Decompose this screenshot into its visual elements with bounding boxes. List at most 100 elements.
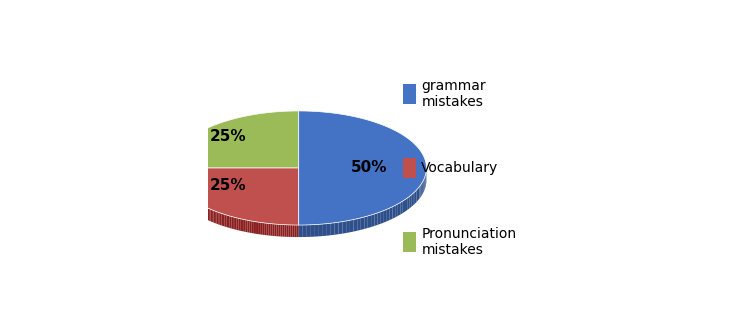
Polygon shape <box>293 225 295 237</box>
Polygon shape <box>295 225 297 237</box>
Polygon shape <box>303 225 307 237</box>
Polygon shape <box>182 191 183 204</box>
Polygon shape <box>274 224 277 236</box>
Polygon shape <box>405 198 408 212</box>
Polygon shape <box>331 223 335 235</box>
Polygon shape <box>225 214 226 227</box>
Polygon shape <box>171 168 299 225</box>
Polygon shape <box>387 208 390 221</box>
Polygon shape <box>384 209 387 222</box>
Polygon shape <box>299 111 426 225</box>
Polygon shape <box>371 214 374 227</box>
Polygon shape <box>311 224 315 237</box>
Polygon shape <box>250 221 251 233</box>
Polygon shape <box>181 190 182 203</box>
Polygon shape <box>206 207 208 220</box>
Polygon shape <box>315 224 319 237</box>
Polygon shape <box>417 188 418 202</box>
Polygon shape <box>400 201 403 215</box>
Polygon shape <box>218 212 220 225</box>
Polygon shape <box>413 192 415 205</box>
Polygon shape <box>187 196 188 209</box>
Polygon shape <box>255 222 257 234</box>
Polygon shape <box>411 193 413 207</box>
Polygon shape <box>171 111 299 168</box>
Polygon shape <box>267 223 268 236</box>
Polygon shape <box>221 213 223 226</box>
Polygon shape <box>393 205 396 219</box>
Polygon shape <box>265 223 267 235</box>
Polygon shape <box>361 217 364 230</box>
Polygon shape <box>202 205 204 218</box>
Polygon shape <box>251 221 253 233</box>
Polygon shape <box>220 213 221 225</box>
Polygon shape <box>262 223 265 235</box>
Polygon shape <box>259 222 261 235</box>
Polygon shape <box>211 209 212 222</box>
Polygon shape <box>319 224 323 236</box>
Polygon shape <box>204 206 205 219</box>
Polygon shape <box>226 215 228 227</box>
Polygon shape <box>283 224 284 237</box>
Polygon shape <box>214 211 215 223</box>
Polygon shape <box>191 199 193 212</box>
Polygon shape <box>195 201 196 214</box>
Polygon shape <box>290 225 293 237</box>
Polygon shape <box>409 195 411 209</box>
Polygon shape <box>415 190 417 204</box>
Polygon shape <box>261 222 262 235</box>
Polygon shape <box>353 219 357 232</box>
Polygon shape <box>197 203 199 215</box>
Text: 50%: 50% <box>350 161 387 175</box>
Polygon shape <box>396 204 398 217</box>
Polygon shape <box>193 200 195 213</box>
Polygon shape <box>268 223 271 236</box>
Polygon shape <box>232 216 233 229</box>
Text: Pronunciation
mistakes: Pronunciation mistakes <box>421 227 517 257</box>
Polygon shape <box>201 205 202 217</box>
Polygon shape <box>257 222 259 234</box>
Polygon shape <box>335 222 338 235</box>
FancyBboxPatch shape <box>403 158 417 178</box>
Polygon shape <box>323 224 327 236</box>
Polygon shape <box>246 220 247 232</box>
Polygon shape <box>422 181 423 195</box>
Polygon shape <box>420 183 422 197</box>
Polygon shape <box>280 224 283 237</box>
Polygon shape <box>209 209 211 221</box>
Polygon shape <box>240 219 242 231</box>
Text: 25%: 25% <box>210 129 247 144</box>
Polygon shape <box>271 224 272 236</box>
Polygon shape <box>272 224 274 236</box>
Polygon shape <box>338 222 342 234</box>
Polygon shape <box>242 219 244 232</box>
Polygon shape <box>212 210 214 222</box>
Polygon shape <box>299 225 303 237</box>
Polygon shape <box>196 202 197 215</box>
Polygon shape <box>284 225 287 237</box>
Polygon shape <box>180 189 181 202</box>
Polygon shape <box>403 200 405 213</box>
Polygon shape <box>229 216 232 228</box>
Polygon shape <box>378 212 381 225</box>
Polygon shape <box>277 224 278 236</box>
Polygon shape <box>244 219 246 232</box>
Polygon shape <box>253 221 255 234</box>
Polygon shape <box>215 211 217 224</box>
Polygon shape <box>223 214 225 226</box>
Polygon shape <box>364 216 368 229</box>
Polygon shape <box>374 213 378 226</box>
Polygon shape <box>278 224 280 237</box>
Polygon shape <box>228 215 229 228</box>
Polygon shape <box>423 178 424 192</box>
Polygon shape <box>368 215 371 228</box>
Polygon shape <box>408 197 409 210</box>
Polygon shape <box>289 225 290 237</box>
Polygon shape <box>381 211 384 224</box>
Polygon shape <box>237 218 238 230</box>
Polygon shape <box>233 217 235 229</box>
Polygon shape <box>357 218 361 231</box>
Polygon shape <box>184 193 185 206</box>
Polygon shape <box>390 207 393 220</box>
Polygon shape <box>183 193 184 205</box>
